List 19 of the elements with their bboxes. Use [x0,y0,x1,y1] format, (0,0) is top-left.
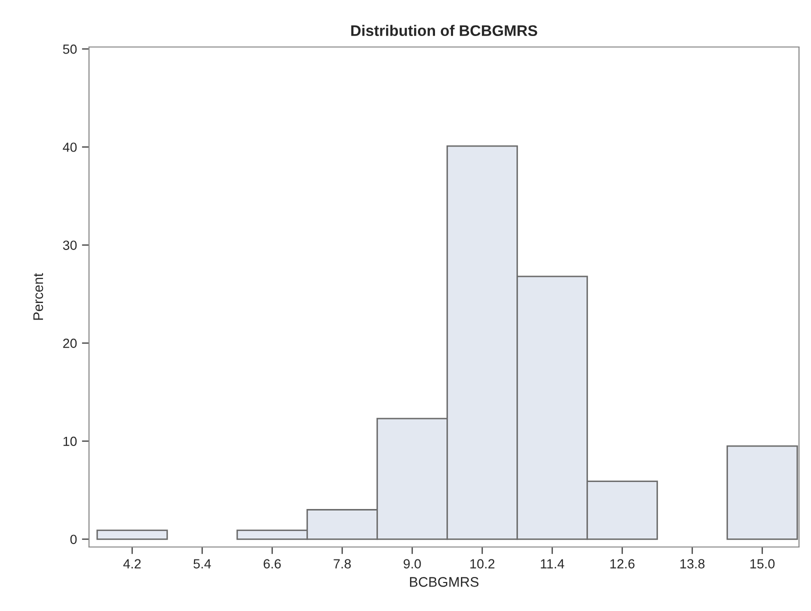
x-tick-label: 13.8 [680,559,705,568]
y-tick-label: 10 [64,436,77,446]
x-tick-label: 7.8 [334,559,351,568]
x-tick-label: 6.6 [264,559,281,568]
x-tick-label: 9.0 [404,559,421,568]
x-tick-label: 5.4 [194,559,211,568]
y-tick-label: 0 [70,534,77,544]
y-tick-label: 30 [63,240,77,250]
x-tick-label: 11.4 [540,559,564,568]
x-tick-label: 12.6 [610,559,634,568]
y-tick-label: 50 [63,44,77,54]
x-axis-title: BCBGMRS [410,577,478,587]
y-tick-label: 20 [63,338,77,348]
y-tick-label: 40 [62,142,77,152]
y-axis-title: Percent [33,273,44,320]
x-tick-label: 15.0 [750,559,775,568]
x-tick-label: 4.2 [123,559,141,568]
x-tick-label: 10.2 [470,559,494,568]
chart-title: Distribution of BCBGMRS [351,24,538,36]
